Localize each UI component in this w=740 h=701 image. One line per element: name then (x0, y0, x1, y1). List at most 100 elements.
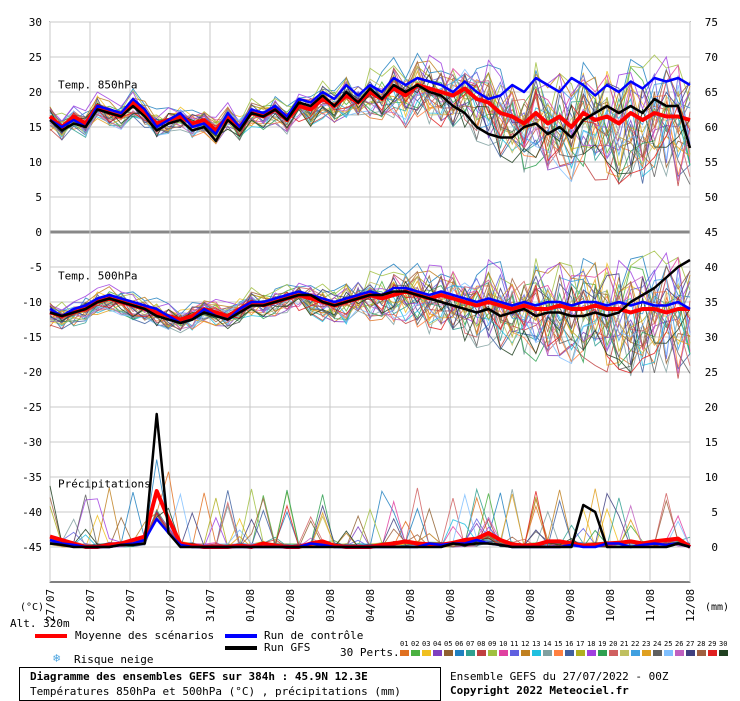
x-tick-label: 11/08 (644, 589, 657, 622)
perturbation-swatch (631, 650, 640, 656)
right-tick-label: 25 (705, 366, 718, 379)
perturbation-id: 17 (576, 640, 585, 648)
perturbation-id: 09 (488, 640, 497, 648)
right-tick-label: 45 (705, 226, 718, 239)
altitude-label: Alt. 320m (10, 617, 70, 630)
perturbation-id: 13 (532, 640, 541, 648)
perturbation-id: 18 (587, 640, 596, 648)
x-tick-label: 09/08 (564, 589, 577, 622)
left-tick-label: 15 (29, 121, 42, 134)
perturbation-id: 23 (642, 640, 651, 648)
perturbation-id: 05 (444, 640, 453, 648)
perturbation-id: 28 (697, 640, 706, 648)
perturbation-line (49, 65, 691, 166)
perturbation-id: 24 (653, 640, 662, 648)
series-line-precip-run-gfs (49, 412, 691, 549)
perturbation-line (49, 275, 691, 353)
footer-title: Diagramme des ensembles GEFS sur 384h : … (30, 670, 368, 683)
perturbation-id: 15 (554, 640, 563, 648)
perturbation-id: 11 (510, 640, 519, 648)
perturbation-swatch (686, 650, 695, 656)
x-tick-label: 27/07 (44, 589, 57, 622)
left-tick-label: 20 (29, 86, 42, 99)
perturbation-id: 20 (609, 640, 618, 648)
left-unit-label: (°C) (20, 602, 44, 613)
perturbation-swatch (400, 650, 409, 656)
perturbation-swatch (587, 650, 596, 656)
right-tick-label: 5 (711, 506, 718, 519)
perturbation-swatch (642, 650, 651, 656)
series-line-t850-run-de-contr-le (49, 76, 691, 136)
right-tick-label: 50 (705, 191, 718, 204)
perturbation-swatch (455, 650, 464, 656)
perturbation-id: 01 (400, 640, 409, 648)
perturbation-swatch (477, 650, 486, 656)
perturbation-id: 22 (631, 640, 640, 648)
perturbation-id: 12 (521, 640, 530, 648)
right-tick-label: 55 (705, 156, 718, 169)
perturbation-swatch (411, 650, 420, 656)
series-line-t850-moyenne-des-sc-narios (48, 83, 691, 133)
left-tick-label: -45 (22, 541, 42, 554)
left-tick-label: 25 (29, 51, 42, 64)
x-tick-label: 04/08 (364, 589, 377, 622)
left-tick-label: -15 (22, 331, 42, 344)
copyright-text: Copyright 2022 Meteociel.fr (450, 684, 629, 697)
perturbation-id: 27 (686, 640, 695, 648)
perturbation-line (49, 251, 691, 325)
legend-control-label: Run de contrôle (264, 629, 364, 642)
perturbation-id: 08 (477, 640, 486, 648)
right-tick-label: 10 (705, 471, 718, 484)
left-tick-label: -20 (22, 366, 42, 379)
x-tick-label: 05/08 (404, 589, 417, 622)
perturbation-swatch (444, 650, 453, 656)
right-tick-label: 65 (705, 86, 718, 99)
left-tick-label: 0 (35, 226, 42, 239)
perturbation-swatch (543, 650, 552, 656)
perturbation-swatch (565, 650, 574, 656)
perturbation-line (49, 70, 691, 166)
perturbation-id: 21 (620, 640, 629, 648)
footer-subtitle: Températures 850hPa et 500hPa (°C) , pré… (30, 685, 401, 698)
perturbation-line (49, 277, 691, 365)
perturbation-id: 02 (411, 640, 420, 648)
panel-label-precip: Précipitations (58, 478, 151, 491)
series-line-t500-run-de-contr-le (49, 286, 691, 325)
perturbation-swatch (653, 650, 662, 656)
right-tick-label: 20 (705, 401, 718, 414)
right-tick-label: 30 (705, 331, 718, 344)
right-tick-label: 75 (705, 16, 718, 29)
left-tick-label: -40 (22, 506, 42, 519)
perturbation-swatch (499, 650, 508, 656)
perturbation-id: 14 (543, 640, 552, 648)
perturbation-swatch (620, 650, 629, 656)
right-tick-label: 0 (711, 541, 718, 554)
perturbation-id: 03 (422, 640, 431, 648)
perturbation-id: 10 (499, 640, 508, 648)
perturbation-id: 04 (433, 640, 442, 648)
left-tick-label: 10 (29, 156, 42, 169)
legend-mean-label: Moyenne des scénarios (75, 629, 215, 642)
perturbation-line (49, 64, 691, 165)
legend-gfs-label: Run GFS (264, 641, 311, 654)
right-tick-label: 40 (705, 261, 718, 274)
left-tick-label: 30 (29, 16, 42, 29)
x-tick-label: 01/08 (244, 589, 257, 622)
perturbation-swatch (521, 650, 530, 656)
perturbation-id: 29 (708, 640, 717, 648)
x-tick-label: 31/07 (204, 589, 217, 622)
x-tick-label: 06/08 (444, 589, 457, 622)
perturbation-swatch (488, 650, 497, 656)
left-tick-label: 5 (35, 191, 42, 204)
legend-snow-label: Risque neige (74, 653, 154, 666)
left-tick-label: -10 (22, 296, 42, 309)
footer-info-box: Diagramme des ensembles GEFS sur 384h : … (19, 667, 441, 701)
perturbation-swatch (675, 650, 684, 656)
perturbation-id: 16 (565, 640, 574, 648)
x-tick-label: 03/08 (324, 589, 337, 622)
legend-control-swatch (225, 634, 257, 638)
perturbation-swatch (433, 650, 442, 656)
right-unit-label: (mm) (705, 602, 729, 613)
panel-label-t850: Temp. 850hPa (58, 79, 137, 92)
